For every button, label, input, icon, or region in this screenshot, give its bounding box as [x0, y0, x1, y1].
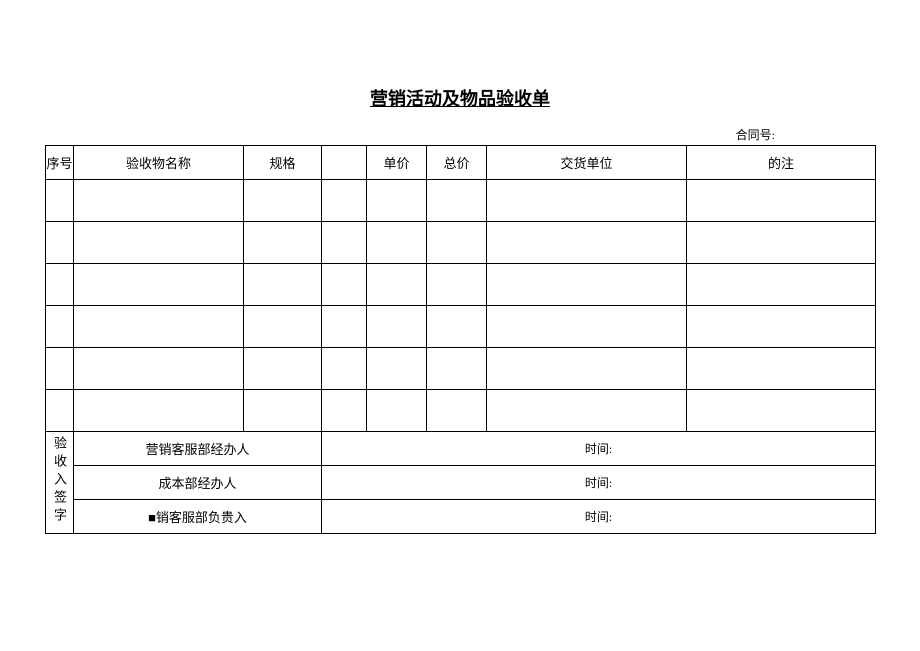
table-row: [46, 264, 876, 306]
cell-total: [427, 222, 487, 264]
cell-total: [427, 390, 487, 432]
cell-spec: [244, 222, 322, 264]
cell-note: [687, 348, 876, 390]
cell-price: [367, 306, 427, 348]
cell-vendor: [487, 222, 687, 264]
cell-seq: [46, 306, 74, 348]
cell-blank: [322, 222, 367, 264]
cell-vendor: [487, 348, 687, 390]
cell-spec: [244, 306, 322, 348]
cell-name: [74, 390, 244, 432]
signature-row: 验收入签字 营销客服部经办人 时间:: [46, 432, 876, 466]
cell-blank: [322, 390, 367, 432]
cell-note: [687, 222, 876, 264]
cell-name: [74, 348, 244, 390]
cell-blank: [322, 306, 367, 348]
cell-vendor: [487, 306, 687, 348]
table-header-row: 序号 验收物名称 规格 单价 总价 交货单位 的注: [46, 146, 876, 180]
table-row: [46, 348, 876, 390]
cell-price: [367, 348, 427, 390]
cell-total: [427, 306, 487, 348]
table-row: [46, 306, 876, 348]
cell-seq: [46, 348, 74, 390]
table-row: [46, 180, 876, 222]
signature-time-1: 时间:: [322, 432, 876, 466]
cell-blank: [322, 264, 367, 306]
cell-price: [367, 390, 427, 432]
cell-total: [427, 180, 487, 222]
header-name: 验收物名称: [74, 146, 244, 180]
signature-section-label: 验收入签字: [46, 432, 74, 534]
header-spec: 规格: [244, 146, 322, 180]
cell-name: [74, 222, 244, 264]
cell-spec: [244, 348, 322, 390]
cell-spec: [244, 390, 322, 432]
cell-note: [687, 264, 876, 306]
contract-number-label: 合同号:: [45, 126, 875, 143]
cell-note: [687, 180, 876, 222]
signature-row: ■销客服部负贵入 时间:: [46, 500, 876, 534]
form-title: 营销活动及物品验收单: [45, 85, 875, 111]
cell-vendor: [487, 264, 687, 306]
cell-spec: [244, 264, 322, 306]
signature-role-3: ■销客服部负贵入: [74, 500, 322, 534]
cell-note: [687, 306, 876, 348]
header-price: 单价: [367, 146, 427, 180]
table-row: [46, 390, 876, 432]
header-total: 总价: [427, 146, 487, 180]
cell-spec: [244, 180, 322, 222]
cell-name: [74, 180, 244, 222]
cell-price: [367, 264, 427, 306]
cell-blank: [322, 348, 367, 390]
signature-role-2: 成本部经办人: [74, 466, 322, 500]
cell-blank: [322, 180, 367, 222]
signature-time-3: 时间:: [322, 500, 876, 534]
cell-note: [687, 390, 876, 432]
header-note: 的注: [687, 146, 876, 180]
cell-seq: [46, 264, 74, 306]
cell-vendor: [487, 390, 687, 432]
table-row: [46, 222, 876, 264]
header-seq: 序号: [46, 146, 74, 180]
header-blank: [322, 146, 367, 180]
acceptance-form-table: 序号 验收物名称 规格 单价 总价 交货单位 的注: [45, 145, 876, 534]
signature-row: 成本部经办人 时间:: [46, 466, 876, 500]
cell-name: [74, 306, 244, 348]
cell-vendor: [487, 180, 687, 222]
cell-price: [367, 180, 427, 222]
cell-seq: [46, 222, 74, 264]
cell-total: [427, 264, 487, 306]
cell-seq: [46, 390, 74, 432]
cell-price: [367, 222, 427, 264]
cell-seq: [46, 180, 74, 222]
cell-total: [427, 348, 487, 390]
signature-time-2: 时间:: [322, 466, 876, 500]
cell-name: [74, 264, 244, 306]
header-vendor: 交货单位: [487, 146, 687, 180]
signature-role-1: 营销客服部经办人: [74, 432, 322, 466]
